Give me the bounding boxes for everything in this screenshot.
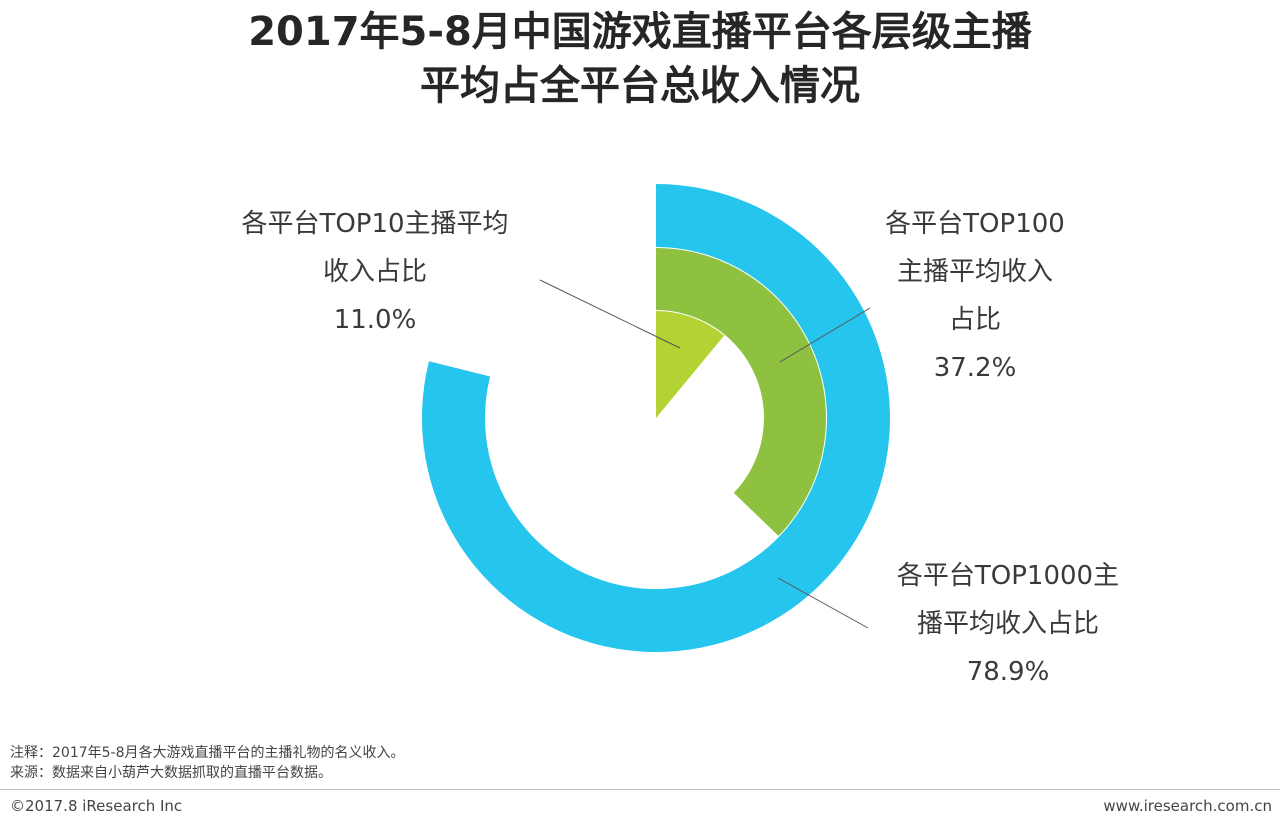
data-label-3: 各平台TOP1000主播平均收入占比 78.9% bbox=[897, 561, 1119, 687]
data-label-2: 各平台TOP100 主播平均收入占比 37.2% bbox=[885, 209, 1065, 383]
data-label-2-line-3: 占比 bbox=[949, 305, 1001, 335]
leader-line-3 bbox=[777, 577, 869, 629]
radial-bar-chart: 各平台TOP10主播平均收入占比 11.0% 各平台TOP100 主播平均收入占比 37… bbox=[241, 184, 1119, 687]
data-label-1: 各平台TOP10主播平均收入占比 11.0% bbox=[241, 209, 508, 335]
website-link[interactable]: www.iresearch.com.cn bbox=[1103, 797, 1272, 815]
radial-bar-2 bbox=[656, 248, 827, 536]
data-label-2-line-4: 37.2% bbox=[934, 353, 1017, 383]
leader-line-2 bbox=[779, 307, 871, 363]
data-label-1-line-1: 各平台TOP10主播平均 bbox=[241, 209, 508, 239]
copyright-text: ©2017.8 iResearch Inc bbox=[10, 797, 183, 815]
data-label-2-line-2: 主播平均收入 bbox=[897, 257, 1053, 287]
radial-bar-1 bbox=[656, 311, 725, 418]
chart-title-line-2: 平均占全平台总收入情况 bbox=[420, 63, 860, 109]
data-label-3-line-2: 播平均收入占比 bbox=[917, 609, 1099, 639]
data-label-3-line-3: 78.9% bbox=[967, 657, 1050, 687]
data-label-3-line-1: 各平台TOP1000主 bbox=[897, 561, 1119, 591]
chart-title-line-1: 2017年5-8月中国游戏直播平台各层级主播 bbox=[248, 9, 1032, 55]
data-label-1-line-2: 收入占比 bbox=[323, 257, 427, 287]
footnote: 注释：2017年5-8月各大游戏直播平台的主播礼物的名义收入。 bbox=[10, 745, 405, 761]
footer-divider bbox=[0, 789, 1280, 790]
data-label-1-line-3: 11.0% bbox=[334, 305, 417, 335]
data-label-2-line-1: 各平台TOP100 bbox=[885, 209, 1065, 239]
leader-line-1 bbox=[539, 279, 681, 349]
source-note: 来源：数据来自小葫芦大数据抓取的直播平台数据。 bbox=[10, 765, 332, 781]
